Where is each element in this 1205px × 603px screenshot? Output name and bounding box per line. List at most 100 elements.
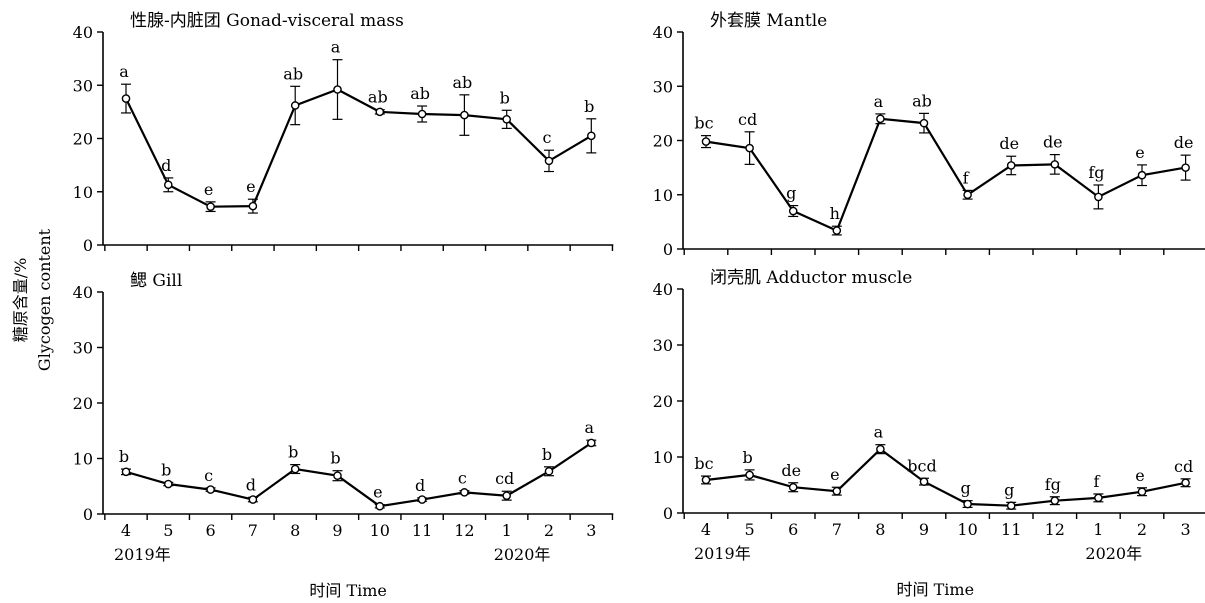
data-point (333, 471, 342, 481)
significance-label: h (830, 204, 840, 223)
x-tick-label: 7 (832, 520, 842, 539)
data-point (248, 201, 258, 211)
significance-label: ab (912, 91, 932, 110)
x-tick-label: 8 (290, 521, 300, 540)
data-point (788, 482, 798, 492)
x-tick-label: 3 (1181, 520, 1191, 539)
x-tick-label: 4 (701, 520, 711, 539)
data-point (876, 114, 885, 124)
series-line (125, 88, 592, 208)
data-point (963, 190, 972, 200)
x-tick-label: 11 (412, 521, 432, 540)
y-tick-label: 10 (73, 450, 93, 469)
data-point (701, 475, 711, 485)
y-tick-label: 40 (73, 23, 93, 42)
x-tick-label: 9 (919, 520, 929, 539)
x-tick-label: 5 (745, 520, 755, 539)
significance-label: fg (1088, 163, 1104, 182)
panel-title: 性腺-内脏团 Gonad-visceral mass (130, 11, 404, 31)
significance-label: c (204, 466, 213, 485)
x-axis-label: 时间 Time (309, 581, 387, 600)
data-point (206, 202, 215, 211)
significance-label: e (830, 465, 839, 484)
data-point (460, 488, 469, 497)
x-tick-label: 3 (586, 521, 596, 540)
y-tick-label: 40 (73, 283, 93, 302)
y-tick-label: 0 (83, 505, 93, 524)
data-point (1181, 163, 1190, 172)
y-tick-label: 40 (653, 23, 673, 42)
data-point (1006, 161, 1016, 170)
data-point (375, 501, 385, 511)
significance-label: b (500, 88, 510, 107)
x-tick-label: 1 (1093, 520, 1103, 539)
shared-y-axis-label: 糖原含量/% Glycogen content (11, 228, 54, 371)
y-tick-label: 10 (73, 183, 93, 202)
data-point (745, 470, 754, 480)
data-point (290, 101, 300, 110)
panel-1: 0 10 20 30 40 性腺-内脏团 Gonad-visceral mass a d e e a… (73, 11, 614, 255)
significance-label: c (543, 128, 552, 147)
data-point (333, 85, 342, 94)
x-tick-label: 11 (1001, 520, 1021, 539)
significance-label: e (1135, 143, 1144, 162)
y-tick-label: 20 (73, 130, 93, 149)
significance-label: b (542, 445, 552, 464)
data-point (163, 180, 173, 190)
significance-label: f (1093, 472, 1100, 491)
y-tick-label: 20 (653, 392, 673, 411)
significance-label: e (204, 180, 213, 199)
data-point (290, 464, 300, 474)
y-tick-label: 20 (653, 132, 673, 151)
data-point (701, 137, 711, 146)
significance-label: e (1135, 466, 1144, 485)
significance-label: bc (694, 454, 713, 473)
significance-label: de (781, 461, 801, 480)
y-tick-label: 30 (653, 77, 673, 96)
significance-label: d (246, 475, 256, 494)
y-tick-label: 30 (73, 339, 93, 358)
x-tick-label: 1 (502, 521, 512, 540)
significance-label: b (742, 448, 752, 467)
x-tick-label: 10 (370, 521, 390, 540)
data-point (832, 486, 842, 496)
significance-label: de (1043, 133, 1063, 152)
data-point (375, 107, 385, 117)
y-tick-label: 0 (663, 504, 673, 523)
significance-label: cd (495, 469, 514, 488)
significance-label: ab (368, 88, 388, 107)
significance-label: b (119, 447, 129, 466)
data-point (587, 438, 596, 448)
panel-title: 鳃 Gill (130, 271, 182, 291)
x-tick-label: 2 (1137, 520, 1147, 539)
significance-label: de (999, 134, 1019, 153)
y-tick-label: 10 (653, 448, 673, 467)
x-tick-label: 10 (957, 520, 977, 539)
x-tick-label: 8 (875, 520, 885, 539)
data-point (417, 495, 427, 504)
significance-label: ab (410, 84, 430, 103)
data-point (587, 131, 596, 141)
significance-label: a (874, 423, 884, 442)
data-point (206, 485, 215, 494)
significance-label: cd (1174, 457, 1193, 476)
data-point (417, 109, 427, 119)
significance-label: a (119, 62, 129, 81)
y-tick-label: 0 (83, 236, 93, 255)
year-label-end: 2020年 (1085, 544, 1142, 563)
significance-label: fg (1045, 475, 1061, 494)
significance-label: e (246, 177, 255, 196)
data-point (544, 156, 554, 166)
x-tick-label: 6 (206, 521, 216, 540)
y-tick-label: 30 (73, 76, 93, 95)
data-point (1094, 192, 1103, 202)
year-label-end: 2020年 (494, 545, 551, 564)
significance-label: b (584, 97, 594, 116)
panel-title: 外套膜 Mantle (710, 11, 827, 31)
year-label-start: 2019年 (114, 545, 171, 564)
x-tick-label: 12 (1045, 520, 1065, 539)
y-tick-label: 0 (663, 240, 673, 259)
panel-title: 闭壳肌 Adductor muscle (710, 268, 912, 288)
